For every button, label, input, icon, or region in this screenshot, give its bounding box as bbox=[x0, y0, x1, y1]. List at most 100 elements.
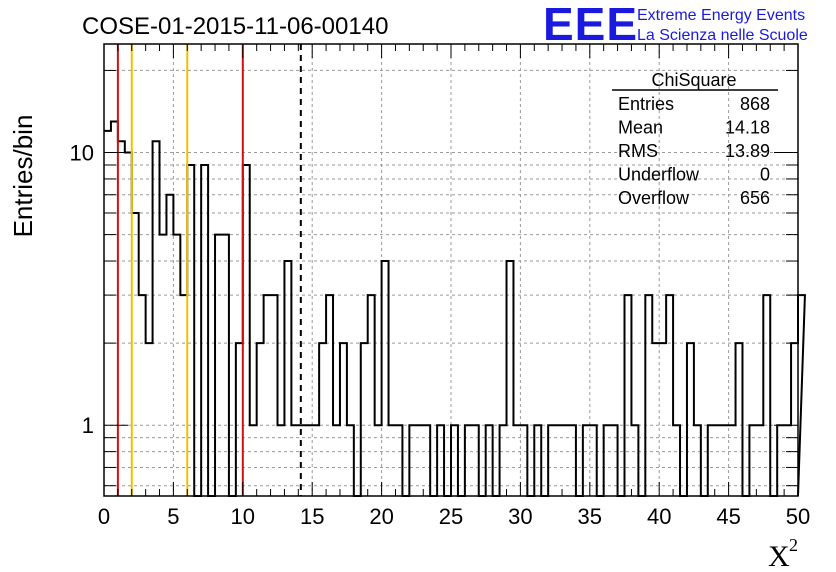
histogram-bin bbox=[507, 261, 514, 496]
stats-rows: Entries 868 Mean 14.18 RMS 13.89 Underflow 0 Ove… bbox=[618, 94, 770, 208]
run-title: COSE-01-2015-11-06-00140 bbox=[82, 13, 388, 40]
histogram-bin bbox=[791, 343, 798, 496]
histogram-bin bbox=[645, 295, 652, 496]
histogram-bin bbox=[180, 295, 187, 496]
histogram-bin bbox=[722, 425, 729, 496]
histogram-bin bbox=[278, 425, 285, 496]
axis-ticks bbox=[103, 44, 799, 496]
stats-value: 656 bbox=[740, 188, 770, 208]
histogram-bin bbox=[305, 425, 312, 496]
histogram-bin bbox=[291, 425, 298, 496]
histogram-bin bbox=[437, 425, 444, 496]
histogram-bin bbox=[153, 141, 160, 496]
histogram-bin bbox=[416, 425, 423, 496]
histogram-bin bbox=[187, 165, 194, 496]
stats-label: Entries bbox=[618, 94, 674, 114]
histogram-bin bbox=[749, 425, 756, 496]
x-tick-label: 5 bbox=[167, 504, 179, 529]
stats-title: ChiSquare bbox=[651, 70, 736, 90]
histogram-bin bbox=[173, 235, 180, 496]
histogram-bin bbox=[250, 425, 257, 496]
reference-lines bbox=[116, 44, 302, 496]
histogram-bin bbox=[326, 295, 333, 496]
x-tick-label: 25 bbox=[439, 504, 463, 529]
x-tick-label: 30 bbox=[508, 504, 532, 529]
histogram-bin bbox=[395, 425, 402, 496]
histogram-bin bbox=[368, 295, 375, 496]
histogram-bin bbox=[201, 165, 208, 496]
histogram-bin bbox=[583, 425, 590, 496]
x-axis-label: X 2 bbox=[768, 535, 798, 572]
histogram-bin bbox=[569, 425, 576, 496]
stats-value: 13.89 bbox=[725, 141, 770, 161]
histogram-bin bbox=[513, 425, 520, 496]
stats-box: ChiSquare Entries 868 Mean 14.18 RMS 13.89 Und… bbox=[612, 70, 778, 208]
histogram-bin bbox=[361, 343, 368, 496]
logo-line-1: Extreme Energy Events bbox=[637, 7, 805, 24]
histogram-bin bbox=[465, 425, 472, 496]
histogram-bin bbox=[798, 295, 805, 496]
stats-label: Mean bbox=[618, 118, 663, 138]
histogram-bin bbox=[160, 235, 167, 496]
histogram-bin bbox=[652, 343, 659, 496]
histogram-bin bbox=[111, 121, 118, 496]
histogram-bin bbox=[736, 343, 743, 496]
histogram-bin bbox=[472, 425, 479, 496]
histogram-bin bbox=[520, 425, 527, 496]
histogram-bin bbox=[486, 425, 493, 496]
y-tick-label: 10 bbox=[70, 141, 94, 166]
histogram-bin bbox=[756, 425, 763, 496]
histogram-bin bbox=[500, 425, 507, 496]
axis-tick-labels: 0 5 10 15 20 25 30 35 40 45 50 1 10 bbox=[70, 141, 811, 529]
x-axis-label-superscript: 2 bbox=[789, 535, 798, 555]
histogram-bin bbox=[604, 425, 611, 496]
histogram-bin bbox=[333, 425, 340, 496]
histogram-bin bbox=[236, 343, 243, 496]
histogram-bin bbox=[562, 425, 569, 496]
histogram-bin bbox=[139, 295, 146, 496]
histogram-bin bbox=[319, 343, 326, 496]
histogram-bin bbox=[625, 295, 632, 496]
histogram-bin bbox=[375, 425, 382, 496]
x-tick-label: 45 bbox=[716, 504, 740, 529]
eee-logo: EEE Extreme Energy Events La Scienza nel… bbox=[543, 0, 808, 50]
x-tick-label: 40 bbox=[647, 504, 671, 529]
x-tick-label: 50 bbox=[786, 504, 810, 529]
stats-label: Underflow bbox=[618, 165, 700, 185]
histogram-bin bbox=[271, 295, 278, 496]
histogram-bin bbox=[729, 425, 736, 496]
stats-label: RMS bbox=[618, 141, 658, 161]
histogram-bin bbox=[382, 261, 389, 496]
histogram-bin bbox=[312, 425, 319, 496]
histogram-bin bbox=[590, 425, 597, 496]
x-tick-label: 0 bbox=[98, 504, 110, 529]
histogram-bin bbox=[132, 213, 139, 496]
histogram-bin bbox=[409, 425, 416, 496]
histogram-bin bbox=[118, 141, 125, 496]
histogram-bin bbox=[166, 195, 173, 496]
histogram-bin bbox=[687, 343, 694, 496]
x-tick-label: 35 bbox=[578, 504, 602, 529]
histogram-bin bbox=[125, 153, 132, 496]
histogram-bin bbox=[264, 295, 271, 496]
stats-value: 868 bbox=[740, 94, 770, 114]
histogram-bin bbox=[389, 425, 396, 496]
y-tick-label: 1 bbox=[82, 413, 94, 438]
histogram-bin bbox=[694, 425, 701, 496]
histogram-bin bbox=[451, 425, 458, 496]
histogram-bin bbox=[534, 425, 541, 496]
x-tick-label: 15 bbox=[300, 504, 324, 529]
histogram-bin bbox=[659, 343, 666, 496]
histogram-bin bbox=[340, 343, 347, 496]
histogram-bin bbox=[763, 295, 770, 496]
stats-label: Overflow bbox=[618, 188, 690, 208]
histogram-bin bbox=[284, 261, 291, 496]
stats-value: 0 bbox=[760, 165, 770, 185]
histogram-bin bbox=[673, 425, 680, 496]
x-tick-label: 20 bbox=[369, 504, 393, 529]
eee-logo-text: EEE bbox=[543, 0, 638, 50]
histogram-bin bbox=[631, 425, 638, 496]
histogram-bin bbox=[347, 425, 354, 496]
y-axis-label: Entries/bin bbox=[8, 115, 38, 238]
histogram-bin bbox=[423, 425, 430, 496]
